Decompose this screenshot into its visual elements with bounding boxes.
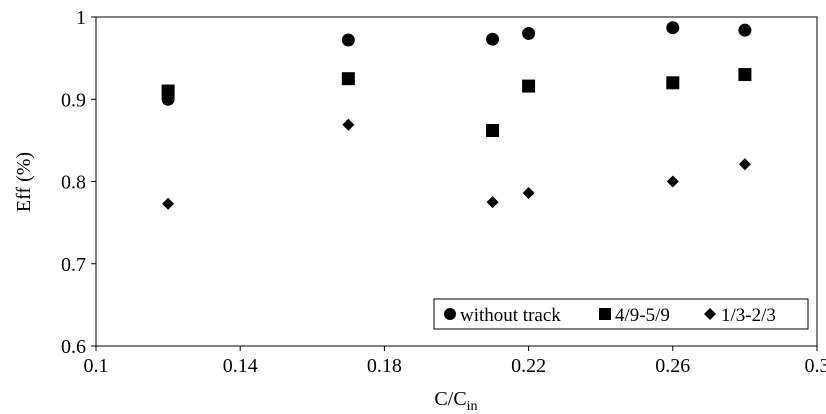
- data-point-square: [738, 68, 752, 82]
- data-point-square: [522, 79, 536, 93]
- y-axis-title: Eff (%): [13, 152, 35, 212]
- data-point-circle: [738, 23, 752, 37]
- series-diamond: [162, 118, 751, 210]
- data-point-square: [341, 72, 355, 86]
- x-tick-label: 0.1: [84, 355, 109, 377]
- legend-box: [433, 298, 809, 330]
- y-tick-label: 1: [76, 7, 86, 29]
- x-tick-label: 0.14: [223, 355, 258, 377]
- x-tick-label: 0.18: [367, 355, 402, 377]
- data-point-diamond: [666, 175, 679, 188]
- legend-label-1-3-2-3: 1/3-2/3: [721, 305, 776, 326]
- legend-marker-4-9-5-9: [599, 308, 611, 320]
- x-tick-label: 0.3: [805, 355, 826, 377]
- series-circle: [161, 21, 752, 106]
- x-axis-title: C/Cin: [434, 388, 477, 414]
- data-point-diamond: [522, 187, 535, 200]
- x-tick-label: 0.26: [655, 355, 690, 377]
- legend-marker-1-3-2-3: [704, 308, 716, 320]
- data-point-diamond: [342, 118, 355, 131]
- legend-label-without-track: without track: [460, 305, 561, 326]
- y-tick-label: 0.9: [61, 89, 86, 111]
- data-point-circle: [522, 26, 536, 40]
- x-axis-title-subscript: in: [467, 399, 478, 414]
- data-point-square: [666, 76, 680, 90]
- y-tick-label: 0.8: [61, 172, 86, 194]
- x-axis-title-main: C/C: [434, 388, 466, 410]
- data-point-diamond: [738, 158, 751, 171]
- y-axis-ticks: 0.6 0.7 0.8 0.9 1: [61, 7, 96, 358]
- y-tick-label: 0.6: [61, 336, 86, 358]
- data-point-circle: [341, 33, 355, 47]
- data-point-circle: [666, 21, 680, 35]
- series-layer: [161, 21, 752, 210]
- legend-marker-without-track: [444, 308, 456, 320]
- data-point-diamond: [162, 197, 175, 210]
- x-axis-ticks: 0.1 0.14 0.18 0.22 0.26 0.3: [84, 346, 826, 377]
- x-tick-label: 0.22: [511, 355, 546, 377]
- plot-area: [95, 16, 818, 347]
- series-square: [161, 68, 752, 138]
- y-tick-label: 0.7: [61, 254, 86, 276]
- legend-label-4-9-5-9: 4/9-5/9: [615, 305, 670, 326]
- data-point-square: [161, 84, 175, 98]
- data-point-square: [486, 124, 500, 138]
- data-point-circle: [486, 32, 500, 46]
- legend: without track 4/9-5/9 1/3-2/3: [433, 298, 809, 330]
- data-point-diamond: [486, 196, 499, 209]
